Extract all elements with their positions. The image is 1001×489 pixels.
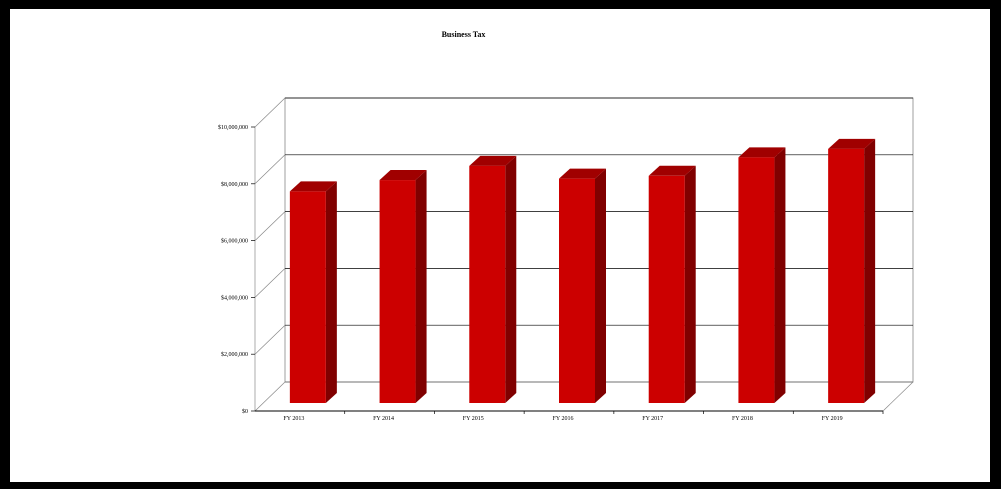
chart-title: Business Tax [441, 30, 486, 39]
x-tick-label: FY 2015 [463, 416, 484, 422]
y-tick-label: $8,000,000 [221, 181, 248, 188]
bar-front [828, 148, 865, 403]
bar [469, 155, 517, 403]
bar-top [738, 147, 786, 158]
gridline-side [254, 154, 286, 185]
bar-side [325, 181, 337, 403]
bar-front [289, 191, 326, 403]
floor-right-edge [882, 381, 914, 412]
bar-front [379, 180, 416, 403]
bar-side [864, 138, 876, 403]
bar [379, 170, 427, 403]
bar [648, 165, 696, 403]
bar-top [559, 168, 606, 179]
y-tick-label: $6,000,000 [221, 238, 248, 245]
gridline-side [254, 324, 286, 355]
bar-layer [289, 138, 876, 403]
bar-side [595, 168, 606, 403]
bar-side [415, 170, 427, 403]
gridline-side [254, 97, 286, 128]
gridline-side [254, 268, 286, 298]
bar-top [828, 138, 876, 149]
bar-side [505, 155, 517, 403]
bar [559, 168, 606, 403]
bar-top [648, 165, 696, 176]
x-tick-label: FY 2019 [822, 416, 843, 422]
bar [828, 138, 876, 403]
bar-top [379, 170, 427, 181]
bar-top [289, 181, 337, 192]
label-layer: $0 $2,000,000 $4,000,000 $6,000,000 $8,000,0… [218, 124, 843, 422]
bar-side [774, 147, 786, 403]
x-tick-label: FY 2013 [283, 416, 304, 422]
bar-front [648, 175, 685, 403]
y-tick-label: $10,000,000 [218, 124, 248, 131]
gridline-side [254, 381, 286, 412]
y-tick-label: $4,000,000 [221, 294, 248, 301]
gridline-side [254, 211, 286, 241]
bar-front [559, 178, 595, 403]
x-tick-label: FY 2017 [642, 416, 663, 422]
bar [289, 181, 337, 403]
y-tick-label: $0 [242, 408, 248, 415]
bar-top [469, 155, 517, 166]
bar [738, 147, 786, 403]
x-tick-label: FY 2016 [553, 416, 574, 422]
bar-side [684, 165, 696, 403]
x-tick-label: FY 2018 [732, 416, 753, 422]
y-tick-label: $2,000,000 [221, 351, 248, 358]
axis-layer [251, 126, 884, 414]
bar-front [738, 157, 775, 403]
bar-front [469, 165, 506, 403]
x-tick-label: FY 2014 [373, 416, 394, 422]
